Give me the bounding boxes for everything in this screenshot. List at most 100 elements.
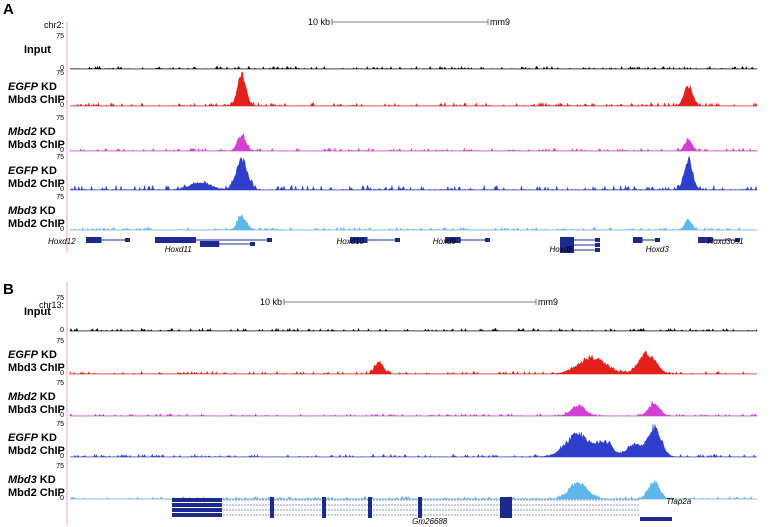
track-label-gene: Mbd3 [8, 474, 37, 486]
gene-exon [350, 237, 368, 243]
y-min-tick: 0 [60, 147, 64, 154]
y-max-tick: 75 [56, 295, 64, 302]
y-min-tick: 0 [60, 327, 64, 334]
signal-track-input [69, 327, 758, 332]
gene-exon [418, 502, 422, 508]
scale-bar-label: 10 kb [308, 17, 330, 27]
gene-exon [322, 502, 326, 508]
track-label-line2: Mbd2 ChIP [8, 445, 65, 457]
track-label-kd: KD [37, 126, 56, 138]
track-label-kd: KD [37, 474, 56, 486]
gene-exon [655, 238, 660, 242]
gene-label: Hoxd9 [433, 237, 457, 246]
track-label-gene: EGFP [8, 349, 39, 361]
gene-exon [445, 237, 461, 243]
y-min-tick: 0 [60, 453, 64, 460]
track-label-line1: EGFP KD [8, 432, 57, 444]
gene-exon [595, 248, 600, 252]
track-label-kd: KD [37, 205, 56, 217]
signal-track-egfp-mbd2 [69, 155, 758, 191]
gene-exon [322, 497, 326, 503]
gene-label: Hoxd3 [646, 245, 670, 254]
chromosome-label: chr13: [39, 300, 64, 310]
track-label-gene: EGFP [8, 432, 39, 444]
gene-label: Hoxd12 [48, 237, 76, 246]
gene-exon [172, 513, 222, 517]
track-label-gene: EGFP [8, 165, 39, 177]
gene-exon [560, 242, 574, 248]
chromosome-label: chr2: [44, 20, 64, 30]
track-label-line1: Mbd2 KD [8, 126, 56, 138]
panel-letter: B [3, 281, 14, 298]
y-max-tick: 75 [56, 115, 64, 122]
gene-exon [418, 512, 422, 518]
track-label-line1: EGFP KD [8, 349, 57, 361]
track-label-line2: Mbd2 ChIP [8, 218, 65, 230]
scale-bar-label: 10 kb [260, 297, 282, 307]
track-label-line2: Mbd2 ChIP [8, 487, 65, 499]
signal-track-mbd2-mbd3 [69, 400, 758, 417]
track-label-line1: Input [24, 306, 51, 318]
gene-exon [485, 238, 490, 242]
signal-track-mbd3-mbd2 [69, 479, 758, 500]
gene-label: Hoxd8 [550, 245, 574, 254]
gene-exon [418, 507, 422, 513]
gene-exon [270, 507, 274, 513]
assembly-label: mm9 [490, 17, 510, 27]
track-label-gene: Mbd2 [8, 126, 37, 138]
gene-exon [595, 243, 600, 247]
track-label-line1: Mbd3 KD [8, 474, 56, 486]
gene-exon [172, 508, 222, 512]
gene-label: Hoxd11 [165, 245, 192, 254]
signal-track-input [69, 65, 758, 70]
gene-exon [200, 241, 220, 247]
track-label-line2: Mbd3 ChIP [8, 139, 65, 151]
gene-exon [735, 238, 740, 242]
gene-exon [322, 512, 326, 518]
y-max-tick: 75 [56, 380, 64, 387]
track-label-line2: Mbd2 ChIP [8, 178, 65, 190]
gene-exon [640, 517, 672, 521]
gene-exon [86, 237, 102, 243]
y-max-tick: 75 [56, 463, 64, 470]
track-label-line1: Mbd2 KD [8, 391, 56, 403]
track-label-line2: Mbd3 ChIP [8, 362, 65, 374]
gene-exon [500, 497, 512, 503]
y-min-tick: 0 [60, 186, 64, 193]
track-label-line2: Mbd3 ChIP [8, 94, 65, 106]
y-max-tick: 75 [56, 338, 64, 345]
gene-exon [500, 512, 512, 518]
gene-exon [125, 238, 130, 242]
y-min-tick: 0 [60, 495, 64, 502]
y-min-tick: 0 [60, 65, 64, 72]
gene-label: Hoxd3os1 [708, 237, 744, 246]
gene-exon [368, 507, 372, 513]
track-label-kd: KD [38, 432, 57, 444]
signal-track-mbd3-mbd2 [69, 213, 758, 231]
track-label-gene: Mbd3 [8, 205, 37, 217]
panel-letter: A [3, 1, 14, 18]
assembly-label: mm9 [538, 297, 558, 307]
track-label-line1: Input [24, 44, 51, 56]
y-max-tick: 75 [56, 33, 64, 40]
y-min-tick: 0 [60, 370, 64, 377]
gene-exon [395, 238, 400, 242]
signal-track-egfp-mbd3 [69, 71, 758, 107]
gene-exon [633, 237, 643, 243]
gene-exon [500, 507, 512, 513]
gene-exon [368, 497, 372, 503]
gene-exon [267, 238, 272, 242]
track-label-gene: Mbd2 [8, 391, 37, 403]
gene-exon [172, 498, 222, 502]
gene-exon [250, 242, 255, 246]
gene-exon [155, 237, 196, 243]
gene-label: Gm26688 [412, 517, 448, 526]
track-label-line1: EGFP KD [8, 165, 57, 177]
gene-exon [172, 503, 222, 507]
gene-exon [595, 238, 600, 242]
gene-exon [698, 237, 713, 243]
track-label-line1: EGFP KD [8, 81, 57, 93]
